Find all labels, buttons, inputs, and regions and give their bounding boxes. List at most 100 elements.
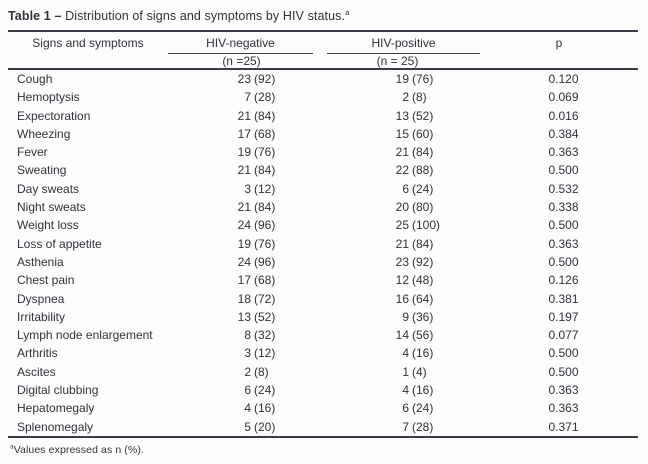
cell-p-value: 0.120	[548, 72, 579, 86]
title-separator: –	[54, 9, 62, 23]
row-label: Digital clubbing	[17, 383, 99, 398]
cell-count: 24	[237, 254, 251, 269]
cell-percent: (28)	[254, 90, 276, 105]
cell-hiv-positive: 21 (84)	[324, 235, 489, 253]
cell-hiv-negative: 7 (28)	[177, 88, 324, 106]
table-row: Expectoration 21 (84) 13 (52) 0.016	[8, 107, 638, 125]
table-row: Ascites 2 (8) 1 (4) 0.500	[8, 363, 638, 381]
table-row: Arthritis 3 (12) 4 (16) 0.500	[8, 344, 638, 362]
cell-count: 8	[244, 328, 251, 343]
column-header-p-value: p	[555, 36, 563, 50]
cell-percent: (48)	[412, 273, 434, 288]
cell-count: 4	[244, 401, 251, 416]
cell-count: 4	[402, 383, 409, 398]
cell-count: 17	[237, 273, 251, 288]
cell-hiv-positive: 12 (48)	[324, 271, 489, 289]
cell-percent: (84)	[254, 163, 276, 178]
cell-p-value: 0.069	[548, 90, 579, 105]
cell-percent: (4)	[412, 364, 427, 379]
cell-count: 19	[395, 72, 409, 86]
header-spacer	[8, 54, 168, 68]
table-header: Signs and symptoms HIV-negative HIV-posi…	[8, 32, 638, 70]
cell-hiv-negative: 19 (76)	[177, 143, 324, 161]
cell-hiv-positive: 7 (28)	[324, 418, 489, 436]
cell-hiv-negative: 17 (68)	[177, 271, 324, 289]
cell-p-value: 0.363	[548, 145, 579, 160]
row-label: Day sweats	[17, 181, 80, 196]
table-row: Sweating 21 (84) 22 (88) 0.500	[8, 161, 638, 179]
column-header-signs-and-symptoms: Signs and symptoms	[32, 36, 144, 50]
cell-percent: (28)	[412, 419, 434, 434]
header-spacer	[480, 54, 638, 68]
cell-hiv-negative: 18 (72)	[177, 290, 324, 308]
cell-hiv-positive: 19 (76)	[324, 70, 489, 88]
cell-percent: (8)	[412, 90, 427, 105]
cell-hiv-negative: 4 (16)	[177, 399, 324, 417]
cell-count: 3	[244, 346, 251, 361]
cell-hiv-negative: 2 (8)	[177, 363, 324, 381]
cell-percent: (72)	[254, 291, 276, 306]
cell-percent: (8)	[254, 364, 269, 379]
hiv-negative-header-label: HIV-negative	[168, 36, 313, 54]
footnote-text: Values expressed as n (%).	[13, 444, 144, 456]
cell-percent: (56)	[412, 328, 434, 343]
table-row: Wheezing 17 (68) 15 (60) 0.384	[8, 125, 638, 143]
cell-hiv-positive: 2 (8)	[324, 88, 489, 106]
cell-hiv-negative: 13 (52)	[177, 308, 324, 326]
row-label: Loss of appetite	[17, 236, 102, 251]
cell-percent: (60)	[412, 126, 434, 141]
row-label: Chest pain	[17, 273, 75, 288]
row-label: Wheezing	[17, 126, 71, 141]
cell-hiv-negative: 5 (20)	[177, 418, 324, 436]
row-label: Irritability	[17, 309, 66, 324]
table-row: Fever 19 (76) 21 (84) 0.363	[8, 143, 638, 161]
cell-count: 7	[402, 419, 409, 434]
table-row: Digital clubbing 6 (24) 4 (16) 0.363	[8, 381, 638, 399]
row-label: Weight loss	[17, 218, 79, 233]
cell-count: 23	[395, 254, 409, 269]
hiv-positive-header-label: HIV-positive	[327, 36, 480, 54]
table-row: Dyspnea 18 (72) 16 (64) 0.381	[8, 290, 638, 308]
table-row: Splenomegaly 5 (20) 7 (28) 0.371	[8, 418, 638, 436]
cell-percent: (24)	[254, 383, 276, 398]
cell-count: 5	[244, 419, 251, 434]
cell-hiv-negative: 17 (68)	[177, 125, 324, 143]
cell-count: 21	[395, 236, 409, 251]
cell-percent: (84)	[412, 236, 434, 251]
cell-p-value: 0.384	[548, 126, 579, 141]
cell-hiv-negative: 21 (84)	[177, 198, 324, 216]
cell-hiv-positive: 15 (60)	[324, 125, 489, 143]
cell-hiv-negative: 3 (12)	[177, 180, 324, 198]
cell-count: 24	[237, 218, 251, 233]
row-label: Hemoptysis	[17, 90, 80, 105]
cell-percent: (84)	[412, 145, 434, 160]
cell-hiv-positive: 21 (84)	[324, 143, 489, 161]
row-label: Splenomegaly	[17, 419, 94, 434]
cell-p-value: 0.371	[548, 419, 579, 434]
cell-hiv-positive: 1 (4)	[324, 363, 489, 381]
row-label: Cough	[17, 72, 53, 86]
cell-percent: (64)	[412, 291, 434, 306]
cell-p-value: 0.500	[548, 254, 579, 269]
cell-p-value: 0.338	[548, 200, 579, 215]
cell-hiv-positive: 4 (16)	[324, 381, 489, 399]
cell-percent: (76)	[254, 145, 276, 160]
cell-hiv-positive: 23 (92)	[324, 253, 489, 271]
cell-percent: (16)	[412, 383, 434, 398]
cell-count: 21	[395, 145, 409, 160]
row-label: Sweating	[17, 163, 67, 178]
cell-percent: (88)	[412, 163, 434, 178]
cell-count: 2	[402, 90, 409, 105]
cell-p-value: 0.500	[548, 364, 579, 379]
cell-count: 15	[395, 126, 409, 141]
cell-count: 23	[237, 72, 251, 86]
table-row: Hepatomegaly 4 (16) 6 (24) 0.363	[8, 399, 638, 417]
data-table: Signs and symptoms HIV-negative HIV-posi…	[8, 30, 638, 438]
cell-p-value: 0.363	[548, 401, 579, 416]
cell-hiv-negative: 21 (84)	[177, 161, 324, 179]
table-body: Cough 23 (92) 19 (76) 0.120 Hemoptysis 7 (28) 2 (8…	[8, 70, 638, 436]
cell-percent: (52)	[254, 309, 276, 324]
hiv-positive-n-subheader: (n = 25)	[376, 54, 419, 68]
cell-percent: (20)	[254, 419, 276, 434]
table-title: Table 1 – Distribution of signs and symp…	[8, 8, 350, 23]
